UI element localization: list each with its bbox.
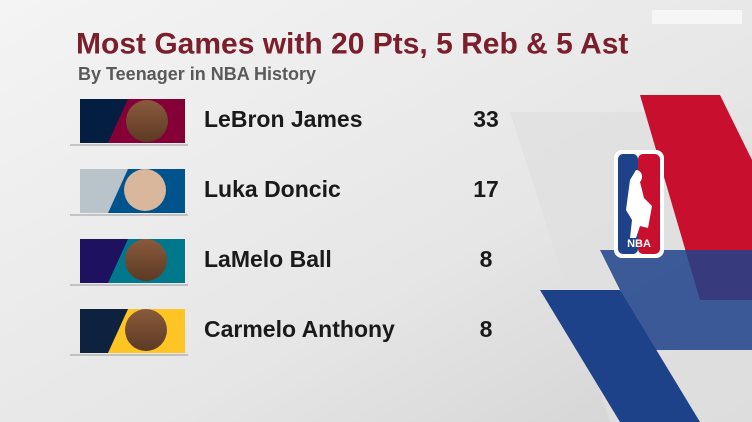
subtitle: By Teenager in NBA History bbox=[78, 64, 316, 84]
row: LaMelo Ball 8 bbox=[70, 239, 493, 286]
red-stripe bbox=[640, 95, 752, 300]
logo-label: NBA bbox=[627, 238, 651, 250]
corner-bar bbox=[652, 10, 742, 24]
row: LeBron James 33 bbox=[70, 99, 499, 146]
team-badge-accent bbox=[80, 239, 128, 283]
blue-stripe bbox=[540, 290, 700, 422]
games: 8 bbox=[480, 316, 493, 342]
player-name: Carmelo Anthony bbox=[204, 316, 395, 342]
player-name: LaMelo Ball bbox=[204, 246, 332, 272]
games: 33 bbox=[473, 106, 499, 132]
player-photo bbox=[124, 169, 166, 211]
games: 8 bbox=[480, 246, 493, 272]
games: 17 bbox=[473, 176, 499, 202]
title: Most Games with 20 Pts, 5 Reb & 5 Ast bbox=[76, 28, 628, 61]
player-name: LeBron James bbox=[204, 106, 363, 132]
blue-panel bbox=[600, 250, 752, 350]
player-photo bbox=[126, 100, 168, 142]
team-badge-accent bbox=[80, 99, 128, 143]
row: Luka Doncic 17 bbox=[70, 169, 499, 216]
team-badge-accent bbox=[80, 169, 128, 213]
team-badge-accent bbox=[80, 309, 128, 353]
player-name: Luka Doncic bbox=[204, 176, 341, 202]
row: Carmelo Anthony 8 bbox=[70, 309, 493, 356]
player-photo bbox=[125, 309, 167, 351]
nba-logo: NBA bbox=[614, 150, 664, 258]
player-photo bbox=[125, 239, 167, 281]
